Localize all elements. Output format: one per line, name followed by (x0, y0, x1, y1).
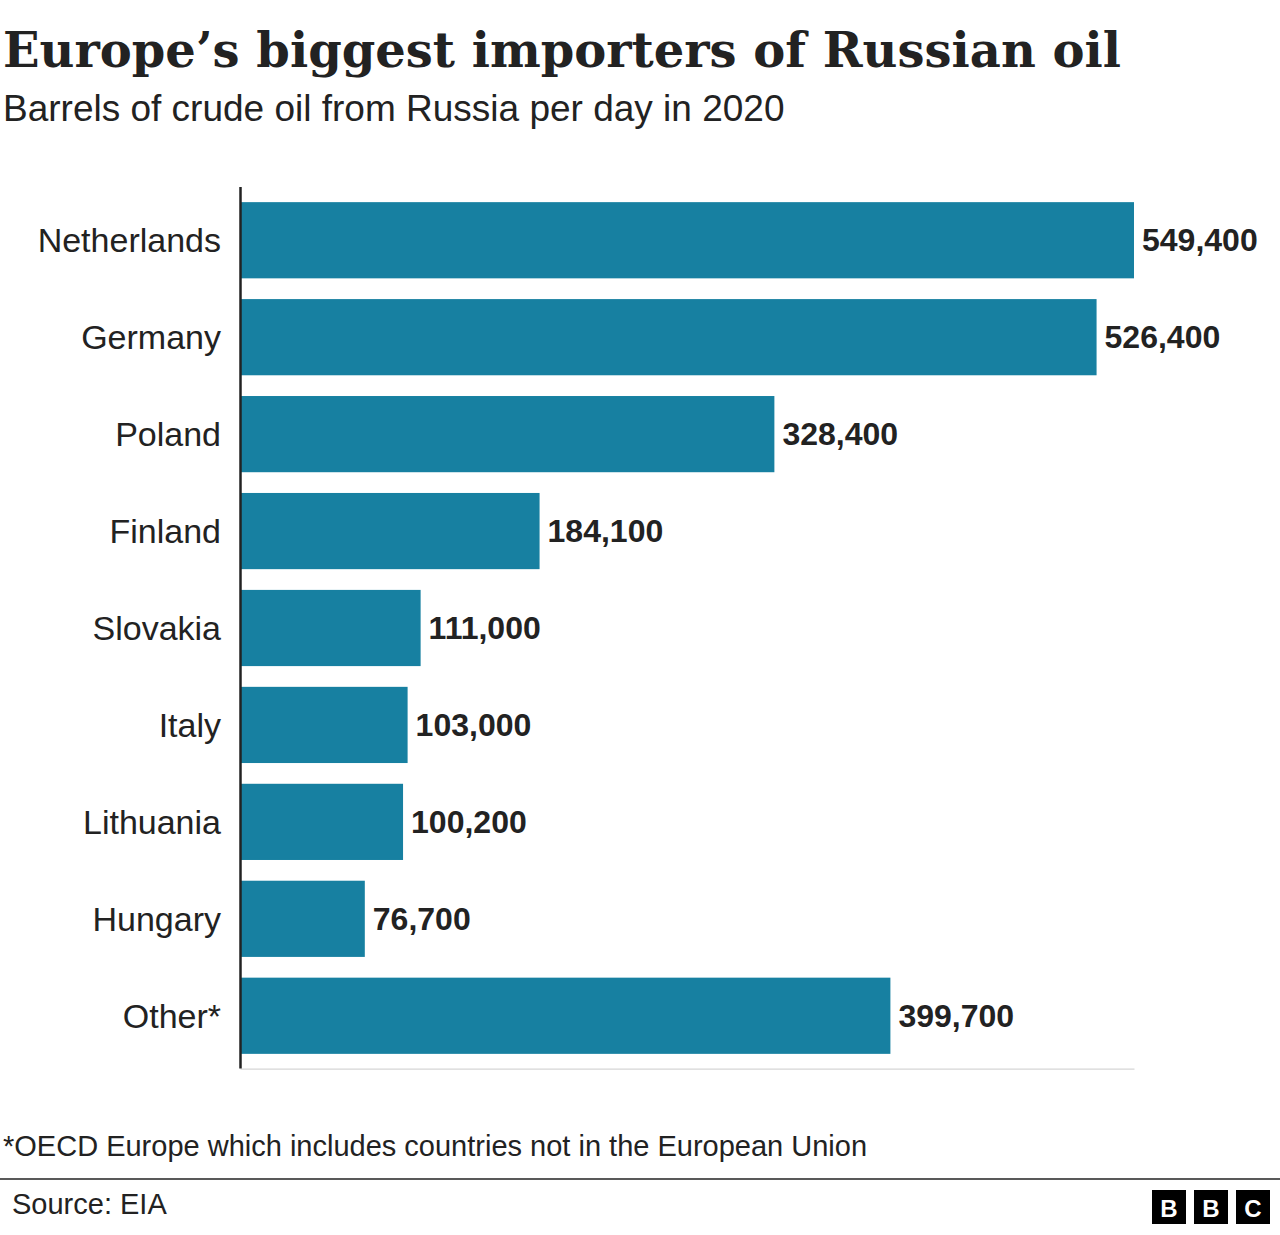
bar (240, 299, 1097, 375)
data-label: 100,200 (411, 804, 527, 840)
subtitle: Barrels of crude oil from Russia per day… (3, 88, 784, 129)
data-labels: 549,400 526,400 328,400 184,100 111,000 103,0… (373, 222, 1258, 1034)
title: Europe’s biggest importers of Russian oi… (3, 22, 1121, 78)
bar (240, 590, 421, 666)
data-label: 76,700 (373, 901, 471, 937)
footer-rule (0, 1178, 1280, 1180)
data-label: 549,400 (1142, 222, 1258, 258)
category-label: Poland (115, 415, 221, 453)
logo-letter: B (1160, 1195, 1177, 1222)
logo-box (1152, 1190, 1186, 1224)
y-tick: Italy (159, 706, 221, 744)
data-label: 328,400 (782, 416, 898, 452)
category-label: Germany (81, 318, 221, 356)
y-tick: Finland (109, 512, 221, 550)
y-tick: Germany (81, 318, 221, 356)
bars (240, 202, 1134, 1054)
bar (240, 396, 774, 472)
category-label: Lithuania (83, 803, 221, 841)
bar (240, 493, 540, 569)
y-tick: Hungary (92, 900, 221, 938)
y-tick: Lithuania (83, 803, 221, 841)
x-tick (240, 187, 241, 1069)
data-label: 399,700 (898, 998, 1014, 1034)
x-axis-line (241, 1069, 1135, 1070)
bar (240, 978, 890, 1054)
x-base-line (239, 187, 242, 1069)
category-label: Hungary (92, 900, 221, 938)
category-label: Other* (123, 997, 221, 1035)
chart: Europe’s biggest importers of Russian oi… (0, 0, 1280, 1235)
category-label: Netherlands (38, 221, 221, 259)
y-axis: Netherlands Germany Poland Finland Slovakia I… (38, 221, 221, 1035)
logo-box (1236, 1190, 1270, 1224)
bar (240, 687, 408, 763)
footnote: *OECD Europe which includes countries no… (3, 1130, 867, 1162)
logo-letter: B (1202, 1195, 1219, 1222)
bar (240, 881, 365, 957)
logo: BBC (1152, 1190, 1270, 1224)
category-label: Italy (159, 706, 221, 744)
y-tick: Netherlands (38, 221, 221, 259)
x-axis (241, 187, 1135, 1069)
bar (240, 202, 1134, 278)
y-tick: Poland (115, 415, 221, 453)
category-label: Slovakia (92, 609, 221, 647)
data-label: 111,000 (429, 610, 541, 646)
bar (240, 784, 403, 860)
logo-box (1194, 1190, 1228, 1224)
data-label: 103,000 (416, 707, 532, 743)
y-tick: Other* (123, 997, 221, 1035)
logo-text: BBC (1160, 1195, 1261, 1222)
category-label: Finland (109, 512, 221, 550)
y-tick: Slovakia (92, 609, 221, 647)
source: Source: EIA (12, 1188, 167, 1220)
logo-letter: C (1244, 1195, 1261, 1222)
data-label: 184,100 (548, 513, 664, 549)
data-label: 526,400 (1105, 319, 1221, 355)
